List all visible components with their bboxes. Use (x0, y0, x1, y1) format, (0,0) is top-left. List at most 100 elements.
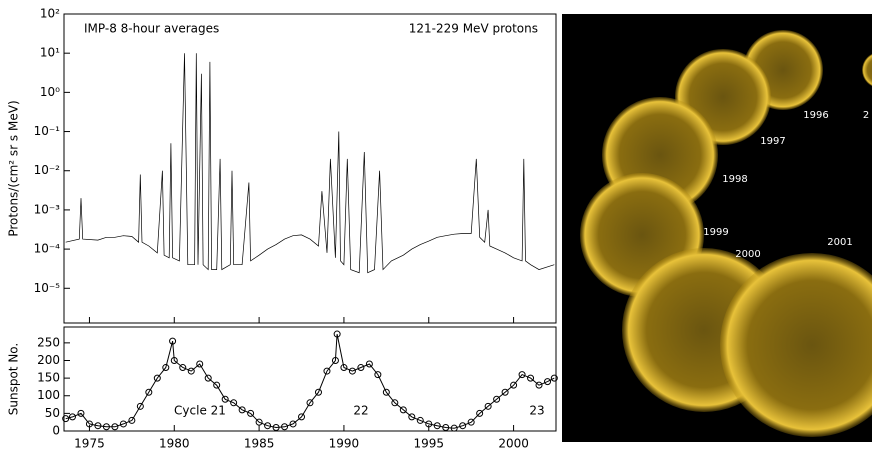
y-tick-label: 10⁻³ (34, 202, 61, 216)
y-tick-label: 10⁻² (34, 163, 61, 177)
data-point (365, 360, 373, 368)
data-point (111, 423, 119, 431)
data-point (204, 374, 212, 382)
data-point (238, 406, 246, 414)
year-label: 2000 (735, 249, 760, 260)
y-axis-label: Protons/(cm² sr s MeV) (7, 100, 21, 236)
data-point (136, 402, 144, 410)
x-tick-label: 1980 (159, 437, 190, 451)
data-point (85, 420, 93, 428)
data-point (94, 422, 102, 430)
data-point (255, 418, 263, 426)
sun-image (562, 14, 872, 442)
annotation: 23 (529, 404, 544, 418)
y-tick-label: 10¹ (40, 46, 60, 60)
data-point (442, 423, 450, 431)
plot-frame (63, 13, 557, 324)
data-point (323, 367, 331, 375)
data-point (535, 381, 543, 389)
y-tick-label: 10⁻⁴ (34, 242, 61, 256)
x-tick-label: 2000 (498, 437, 529, 451)
x-tick-label: 1990 (329, 437, 360, 451)
y-tick-label: 200 (37, 353, 60, 367)
data-point (408, 413, 416, 421)
data-point (510, 381, 518, 389)
y-tick-label: 100 (37, 388, 60, 402)
data-point (527, 374, 535, 382)
data-point (493, 395, 501, 403)
data-point (306, 399, 314, 407)
data-point (128, 416, 136, 424)
data-point (62, 415, 70, 423)
year-label: 1999 (703, 227, 728, 238)
data-point (196, 360, 204, 368)
data-point (119, 420, 127, 428)
data-point (459, 422, 467, 430)
data-point (416, 416, 424, 424)
data-point (187, 367, 195, 375)
data-point (544, 378, 552, 386)
annotation: 121-229 MeV protons (409, 22, 538, 36)
data-point (333, 330, 341, 338)
data-point (153, 374, 161, 382)
data-point (289, 420, 297, 428)
year-label: 1996 (803, 110, 828, 121)
data-point (357, 364, 365, 372)
data-point (399, 406, 407, 414)
data-point (382, 388, 390, 396)
data-point (550, 374, 558, 382)
y-tick-label: 10⁻⁵ (34, 281, 61, 295)
data-point (213, 381, 221, 389)
data-point (450, 424, 458, 432)
data-point (298, 413, 306, 421)
data-point (484, 402, 492, 410)
data-point (68, 413, 76, 421)
year-label: 1998 (722, 174, 747, 185)
data-point (221, 395, 229, 403)
annotation: 22 (353, 404, 368, 418)
data-point (145, 388, 153, 396)
data-point (476, 409, 484, 417)
data-point (281, 423, 289, 431)
data-point (374, 371, 382, 379)
data-point (169, 337, 177, 345)
y-tick-label: 10² (40, 7, 60, 21)
data-point (433, 422, 441, 430)
x-tick-label: 1975 (74, 437, 105, 451)
data-point (467, 418, 475, 426)
year-label: 1997 (760, 136, 785, 147)
data-point (340, 364, 348, 372)
data-point (331, 356, 339, 364)
y-tick-label: 10⁰ (40, 85, 60, 99)
annotation: IMP-8 8-hour averages (84, 22, 219, 36)
year-label: 2001 (827, 237, 852, 248)
y-tick-label: 250 (37, 335, 60, 349)
data-line (65, 53, 555, 274)
data-point (77, 409, 85, 417)
data-point (170, 356, 178, 364)
data-point (348, 367, 356, 375)
data-point (501, 388, 509, 396)
y-tick-label: 50 (45, 406, 60, 420)
year-label: 2 (863, 110, 869, 121)
x-tick-label: 1995 (413, 437, 444, 451)
y-tick-label: 150 (37, 371, 60, 385)
y-axis-label: Sunspot No. (7, 343, 21, 415)
data-point (264, 422, 272, 430)
data-line (65, 334, 555, 429)
data-point (179, 364, 187, 372)
data-point (391, 399, 399, 407)
data-point (425, 420, 433, 428)
y-tick-label: 10⁻¹ (34, 124, 61, 138)
y-tick-label: 0 (52, 424, 60, 438)
data-point (314, 388, 322, 396)
data-point (272, 423, 280, 431)
data-point (102, 423, 110, 431)
plot-frame (63, 326, 557, 432)
data-point (247, 409, 255, 417)
annotation: Cycle 21 (174, 404, 226, 418)
x-tick-label: 1985 (244, 437, 275, 451)
data-point (518, 371, 526, 379)
data-point (162, 364, 170, 372)
